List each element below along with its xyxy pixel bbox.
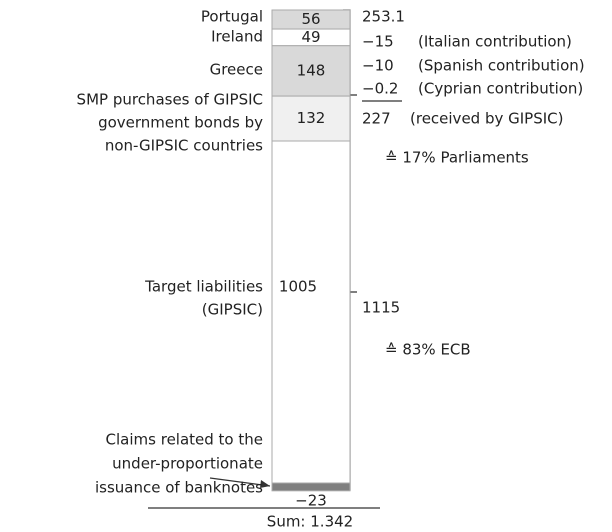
segment-label: non-GIPSIC countries (105, 137, 263, 155)
segment-label: issuance of banknotes (95, 479, 263, 497)
value-label: 148 (297, 61, 326, 79)
annotation-amount: 1115 (362, 299, 400, 317)
segment-label: Portugal (201, 8, 263, 26)
bar-segment (271, 482, 351, 492)
annotation-amount: 253.1 (362, 8, 405, 26)
arrow (209, 477, 271, 487)
annotation-note: (received by GIPSIC) (410, 110, 564, 128)
segment-label: Target liabilities (144, 278, 263, 296)
segment-label: Ireland (211, 28, 263, 46)
annotation-amount: 227 (362, 110, 391, 128)
bar-segment (271, 140, 351, 484)
value-label: 1005 (279, 278, 317, 296)
annotation-note: (Spanish contribution) (418, 57, 585, 75)
annotation-amount: −0.2 (362, 80, 398, 98)
annotation-amount: ≙ 83% ECB (385, 341, 471, 359)
value-label: 132 (297, 109, 326, 127)
annotation-amount: −10 (362, 57, 394, 75)
segment-label: Greece (210, 61, 263, 79)
segment-label: under-proportionate (112, 455, 263, 473)
segment-label: government bonds by (98, 114, 263, 132)
segment-label: SMP purchases of GIPSIC (77, 91, 263, 109)
annotation-amount: −15 (362, 33, 394, 51)
value-label: 56 (301, 10, 320, 28)
annotation-note: (Italian contribution) (418, 33, 572, 51)
value-label: −23 (295, 491, 327, 509)
annotation-amount: ≙ 17% Parliaments (385, 149, 529, 167)
annotation-note: (Cyprian contribution) (418, 80, 583, 98)
value-label: 49 (301, 28, 320, 46)
arrow-head (260, 480, 270, 488)
bar-segment (271, 45, 351, 97)
segment-label: Claims related to the (106, 431, 263, 449)
total-label: Sum: 1.342 (267, 513, 353, 531)
segment-label: (GIPSIC) (202, 301, 263, 319)
